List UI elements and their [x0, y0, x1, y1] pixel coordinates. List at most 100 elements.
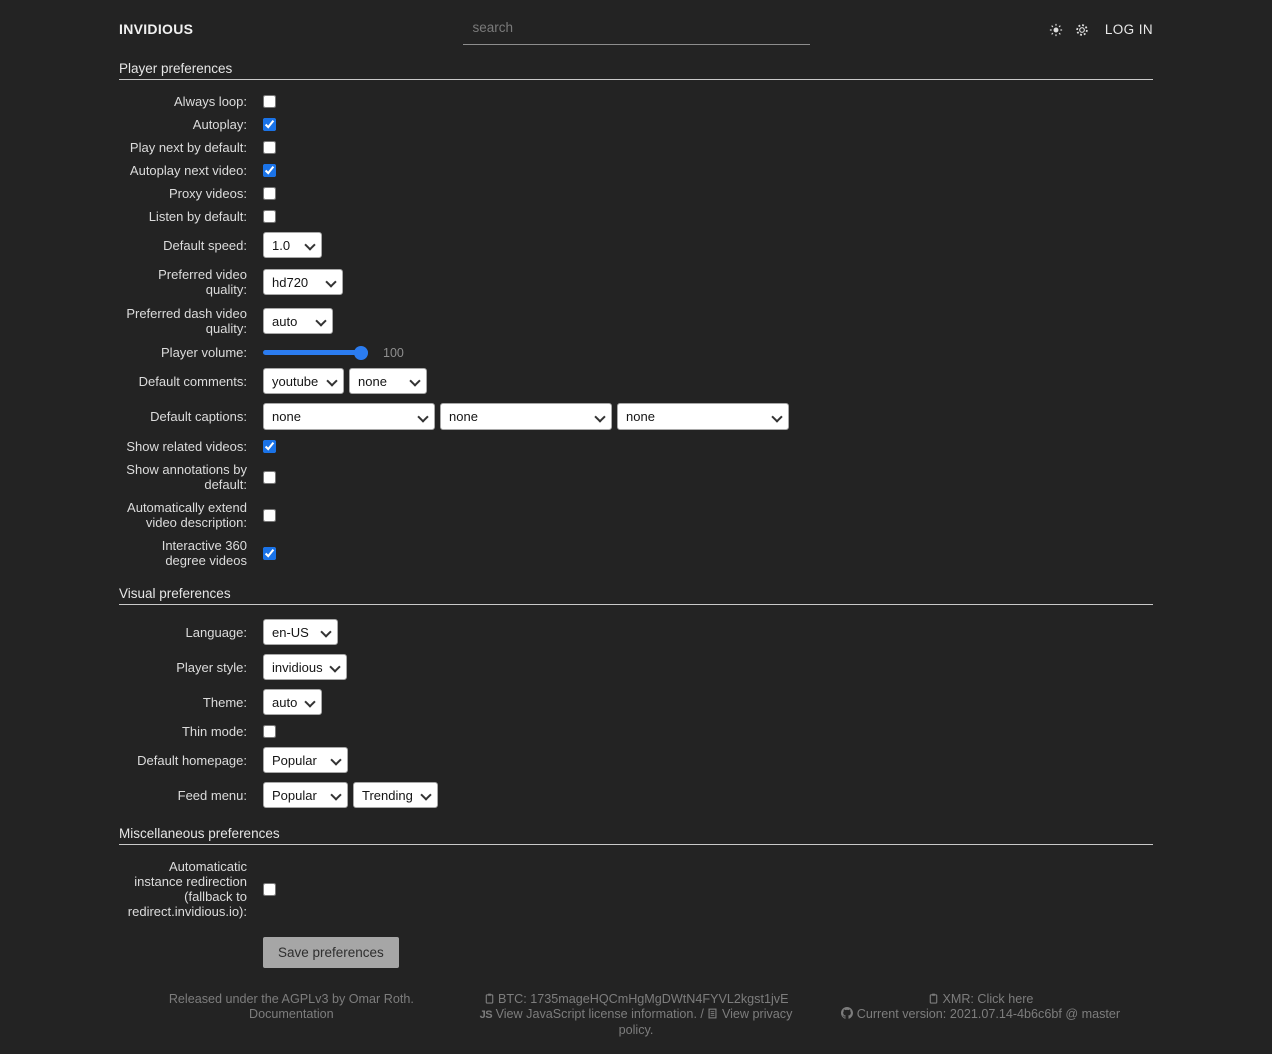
- footer: Released under the AGPLv3 by Omar Roth. …: [119, 992, 1153, 1054]
- extend-description-checkbox[interactable]: [263, 508, 276, 522]
- pref-row-interactive-360: Interactive 360 degree videos: [119, 538, 1153, 568]
- captions-fallback2-select[interactable]: none: [617, 403, 789, 430]
- player-volume-slider[interactable]: [263, 345, 368, 360]
- pref-row-autoplay-next: Autoplay next video:: [119, 163, 1153, 178]
- pref-label: Preferred dash video quality:: [126, 306, 247, 336]
- pref-label: Feed menu:: [177, 787, 247, 803]
- video-quality-select[interactable]: hd720: [263, 269, 343, 295]
- pref-row-play-next: Play next by default:: [119, 140, 1153, 155]
- section-divider: [119, 844, 1153, 845]
- autoplay-checkbox[interactable]: [263, 118, 276, 131]
- save-row: Save preferences: [119, 937, 1153, 968]
- pref-label: Default comments:: [138, 373, 247, 389]
- pref-label: Automatically extend video description:: [127, 500, 247, 530]
- pref-label: Language:: [185, 624, 247, 640]
- js-icon: JS: [479, 1009, 493, 1021]
- footer-license-column: Released under the AGPLv3 by Omar Roth. …: [119, 992, 464, 1038]
- dash-quality-select[interactable]: auto: [263, 308, 333, 334]
- pref-label: Default speed:: [163, 237, 247, 253]
- search-input[interactable]: [462, 18, 810, 45]
- pref-label: Default homepage:: [137, 752, 247, 768]
- show-annotations-checkbox[interactable]: [263, 470, 276, 484]
- instance-redirect-checkbox[interactable]: [263, 882, 276, 896]
- pref-row-feed-menu: Feed menu: Popular Trending: [119, 782, 1153, 808]
- feed-menu-secondary-select[interactable]: Trending: [353, 782, 438, 808]
- default-homepage-select[interactable]: Popular: [263, 747, 348, 773]
- pref-label: Proxy videos:: [168, 186, 247, 201]
- xmr-link[interactable]: Click here: [977, 992, 1034, 1006]
- pref-row-default-speed: Default speed: 1.0: [119, 232, 1153, 258]
- autoplay-next-video-checkbox[interactable]: [263, 164, 276, 177]
- version-label: Current version:: [856, 1007, 950, 1021]
- pref-label: Interactive 360 degree videos: [161, 538, 247, 568]
- save-preferences-button[interactable]: Save preferences: [263, 937, 399, 968]
- footer-separator: /: [696, 1007, 708, 1021]
- pref-row-default-homepage: Default homepage: Popular: [119, 747, 1153, 773]
- always-loop-checkbox[interactable]: [263, 95, 276, 108]
- pref-label: Always loop:: [174, 94, 247, 109]
- play-next-checkbox[interactable]: [263, 141, 276, 154]
- pref-row-video-quality: Preferred video quality: hd720: [119, 267, 1153, 297]
- default-speed-select[interactable]: 1.0: [263, 232, 322, 258]
- player-style-select[interactable]: invidious: [263, 654, 347, 680]
- github-icon: [841, 1007, 854, 1019]
- documentation-link[interactable]: Documentation: [248, 1007, 334, 1021]
- clipboard-icon: [485, 993, 493, 1004]
- pref-row-dash-quality: Preferred dash video quality: auto: [119, 306, 1153, 336]
- pref-row-theme: Theme: auto: [119, 689, 1153, 715]
- captions-primary-select[interactable]: none: [263, 403, 435, 430]
- pref-row-always-loop: Always loop:: [119, 94, 1153, 109]
- top-bar: INVIDIOUS LOG IN: [119, 0, 1153, 45]
- listen-by-default-checkbox[interactable]: [263, 210, 276, 223]
- pref-label: Player volume:: [161, 345, 247, 360]
- interactive-360-checkbox[interactable]: [263, 546, 276, 560]
- show-related-videos-checkbox[interactable]: [263, 440, 276, 453]
- pref-row-default-captions: Default captions: none none none: [119, 403, 1153, 430]
- player-volume-value: 100: [383, 345, 404, 360]
- feed-menu-primary-select[interactable]: Popular: [263, 782, 348, 808]
- pref-label: Automaticatic instance redirection (fall…: [127, 859, 247, 919]
- player-preferences-title: Player preferences: [119, 61, 233, 76]
- pref-row-player-volume: Player volume: 100: [119, 345, 1153, 360]
- pref-row-listen-default: Listen by default:: [119, 209, 1153, 224]
- pref-label: Autoplay next video:: [129, 163, 247, 178]
- pref-label: Theme:: [202, 694, 247, 710]
- pref-row-thin-mode: Thin mode:: [119, 724, 1153, 739]
- misc-preferences-title: Miscellaneous preferences: [119, 826, 280, 841]
- comments-primary-select[interactable]: youtube: [263, 368, 344, 394]
- section-divider: [119, 604, 1153, 605]
- pref-label: Play next by default:: [129, 140, 247, 155]
- comments-fallback-select[interactable]: none: [349, 368, 427, 394]
- header-actions: LOG IN: [810, 18, 1154, 37]
- pref-row-extend-description: Automatically extend video description:: [119, 500, 1153, 530]
- language-select[interactable]: en-US: [263, 619, 338, 645]
- section-divider: [119, 79, 1153, 80]
- pref-label: Show related videos:: [126, 439, 247, 454]
- pref-row-language: Language: en-US: [119, 619, 1153, 645]
- login-link[interactable]: LOG IN: [1104, 22, 1153, 37]
- proxy-videos-checkbox[interactable]: [263, 187, 276, 200]
- footer-donate-column: BTC: 1735mageHQCmHgMgDWtN4FYVL2kgst1jvE …: [464, 992, 809, 1038]
- pref-row-player-style: Player style: invidious: [119, 654, 1153, 680]
- visual-preferences-title: Visual preferences: [119, 586, 231, 601]
- version-link[interactable]: 2021.07.14-4b6c6bf @ master: [949, 1007, 1121, 1021]
- pref-row-autoplay: Autoplay:: [119, 117, 1153, 132]
- pref-label: Listen by default:: [148, 209, 247, 224]
- search-form: [462, 18, 810, 45]
- captions-fallback-select[interactable]: none: [440, 403, 612, 430]
- theme-select[interactable]: auto: [263, 689, 322, 715]
- pref-label: Show annotations by default:: [126, 462, 247, 492]
- pref-row-instance-redirect: Automaticatic instance redirection (fall…: [119, 859, 1153, 919]
- pref-row-default-comments: Default comments: youtube none: [119, 368, 1153, 394]
- xmr-label: XMR:: [942, 992, 978, 1006]
- clipboard-icon: [929, 993, 938, 1004]
- thin-mode-checkbox[interactable]: [263, 725, 276, 738]
- footer-version-column: XMR: Click here Current version: 2021.07…: [808, 992, 1153, 1038]
- invidious-logo[interactable]: INVIDIOUS: [119, 21, 194, 37]
- document-icon: [708, 1008, 717, 1019]
- license-text: Released under the AGPLv3 by Omar Roth.: [168, 992, 414, 1006]
- pref-label: Preferred video quality:: [158, 267, 247, 297]
- gear-icon[interactable]: [1075, 23, 1089, 37]
- js-license-link[interactable]: View JavaScript license information.: [495, 1007, 697, 1021]
- sun-icon[interactable]: [1049, 23, 1063, 37]
